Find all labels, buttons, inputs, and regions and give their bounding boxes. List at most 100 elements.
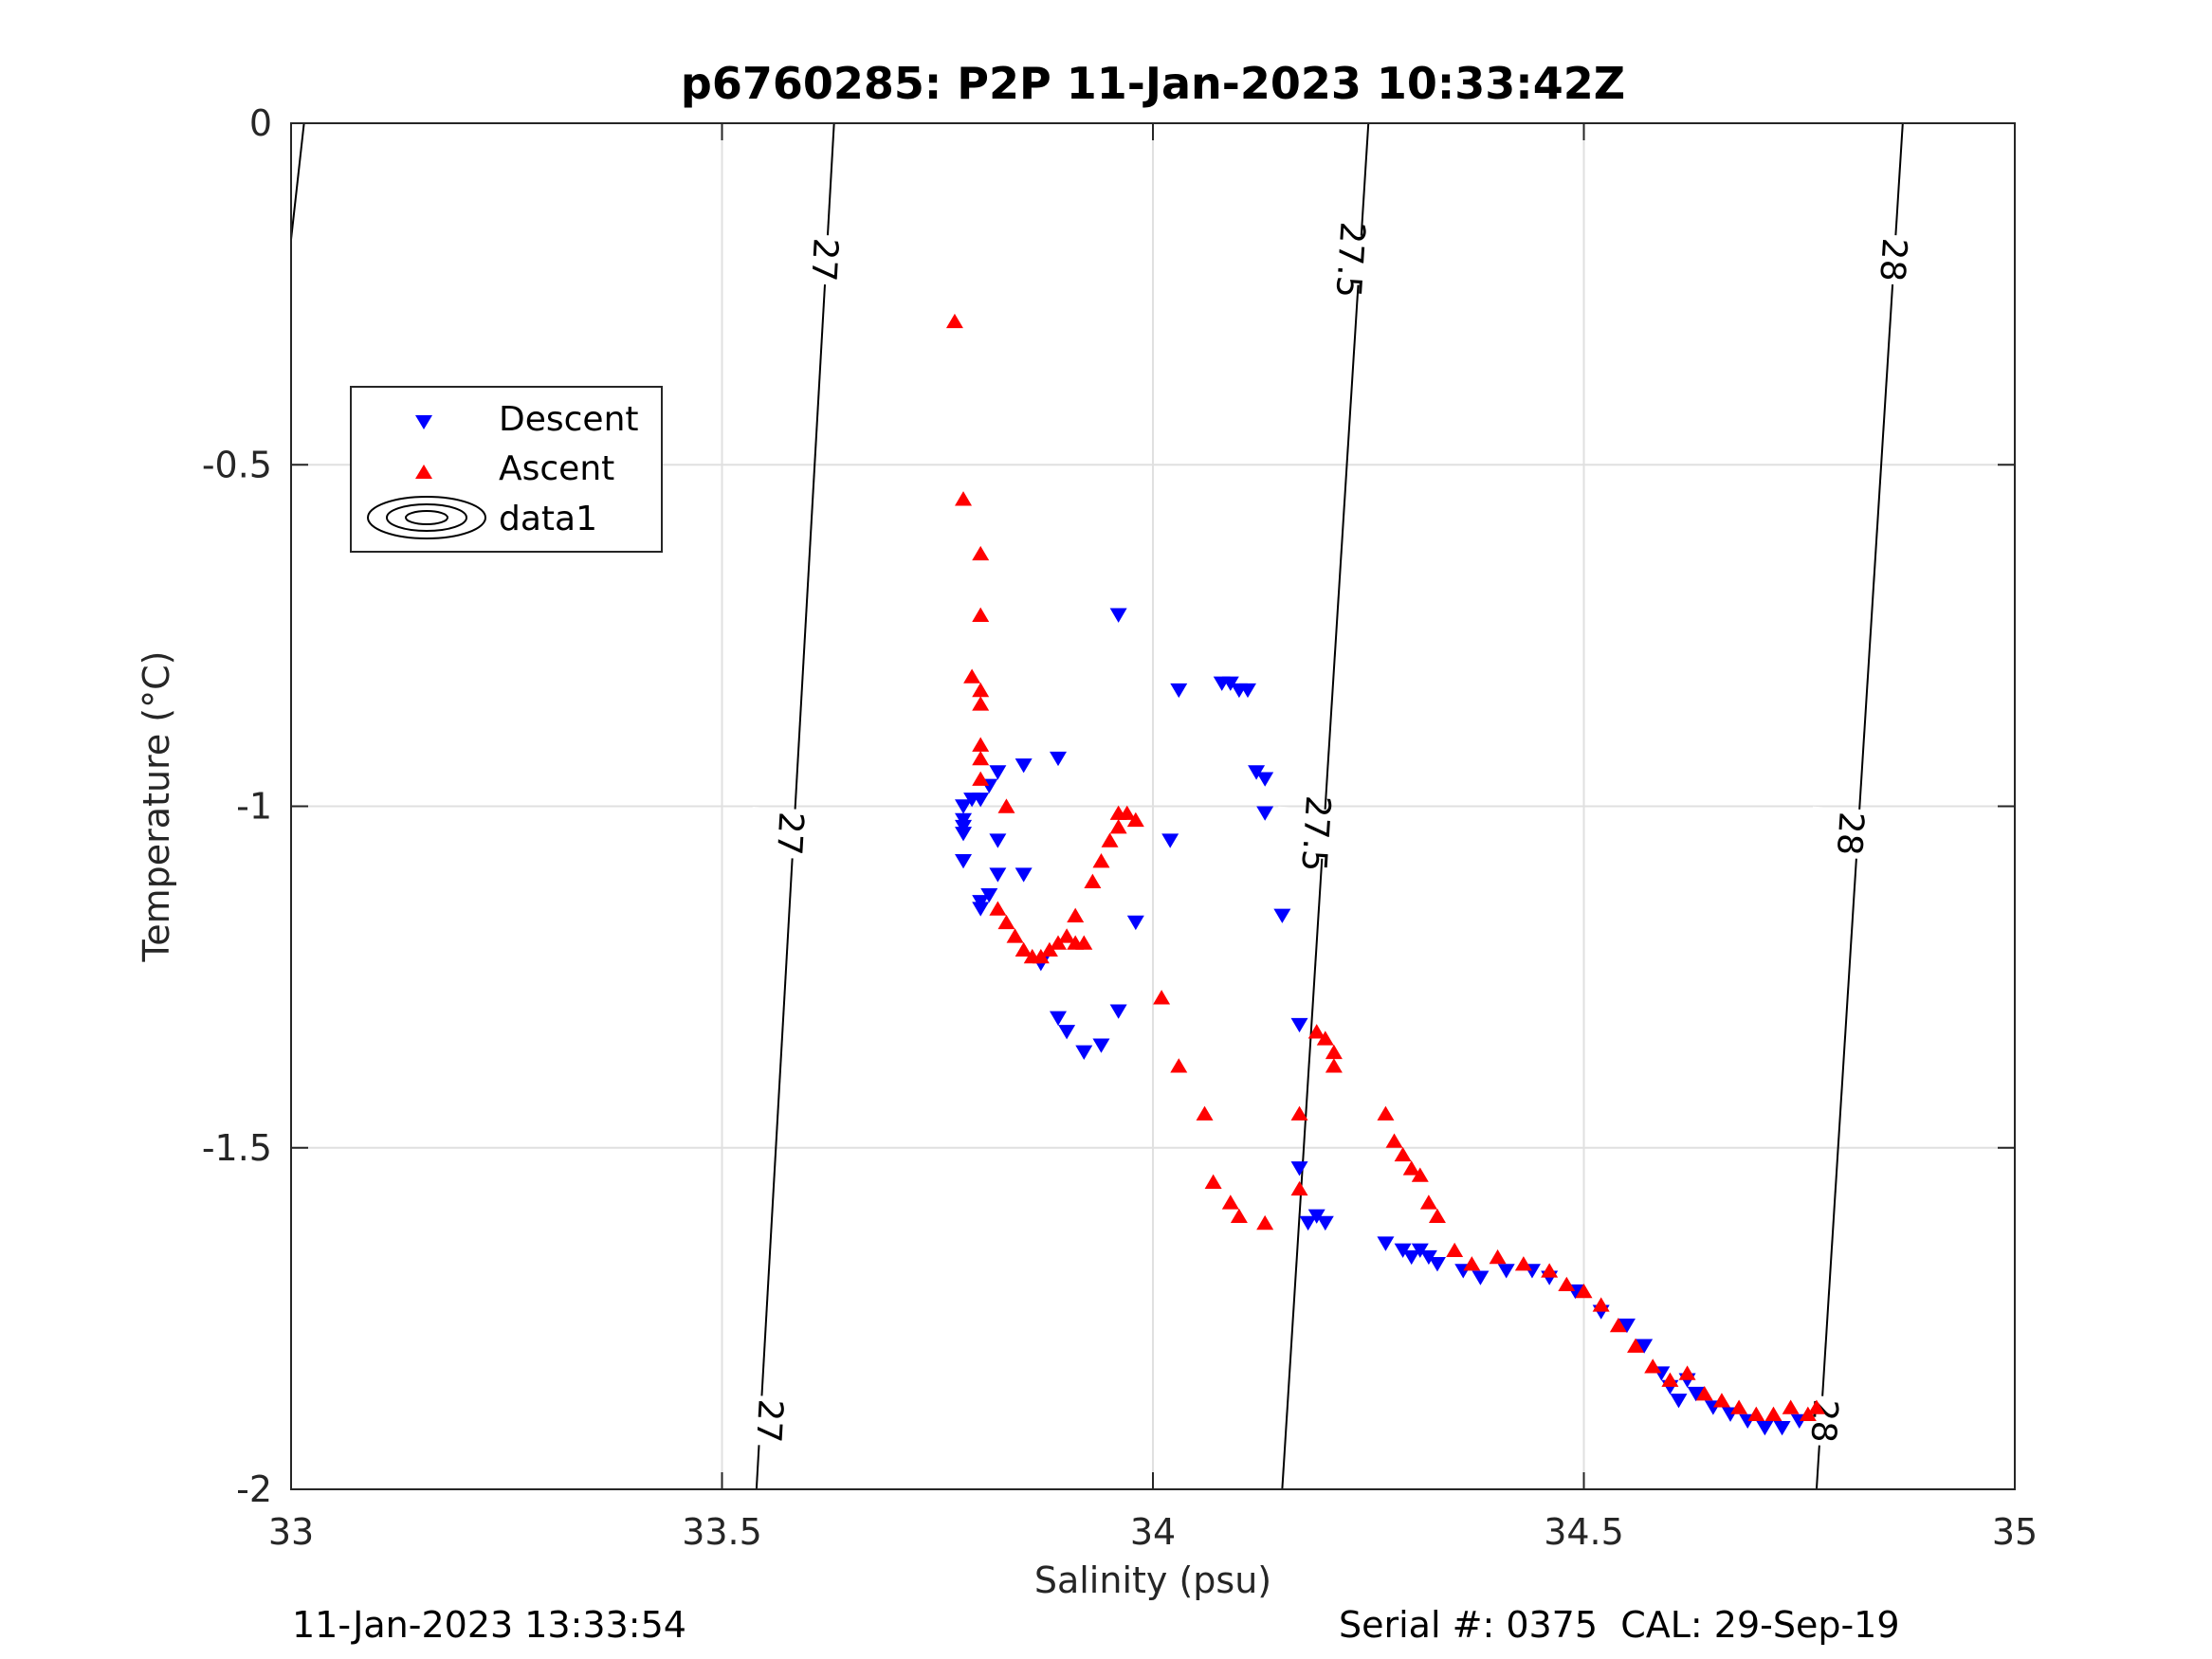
ascent-point (1712, 1393, 1730, 1408)
y-tick-label: -2 (236, 1468, 272, 1510)
descent-point (1273, 908, 1291, 923)
ascent-point (1377, 1105, 1395, 1121)
ascent-point (1419, 1194, 1437, 1210)
contour-line (1281, 122, 1370, 1490)
descent-point (1290, 1161, 1308, 1176)
ascent-point (1764, 1406, 1782, 1421)
contour-label-gap (1853, 232, 1936, 287)
ascent-point (1575, 1283, 1593, 1299)
ascent-point (972, 696, 990, 711)
legend-box (350, 386, 663, 553)
footer-timestamp: 11-Jan-2023 13:33:54 (292, 1604, 686, 1646)
ascent-point (1204, 1174, 1222, 1189)
ascent-point (1032, 948, 1050, 964)
ascent-point (1230, 1208, 1248, 1223)
ascent-point (1325, 1044, 1343, 1060)
contour-label-gap (1783, 1394, 1867, 1449)
footer-serial-cal: Serial #: 0375 CAL: 29-Sep-19 (1339, 1604, 1900, 1646)
descent-point (972, 902, 990, 917)
descent-point (1238, 683, 1256, 699)
descent-point (1256, 806, 1274, 821)
descent-point (1058, 1025, 1076, 1040)
contour-label: 28 (1829, 811, 1871, 856)
descent-point (1075, 1045, 1093, 1060)
descent-point (1161, 833, 1179, 848)
contour-label: 27 (803, 237, 845, 283)
ascent-point (972, 607, 990, 622)
ascent-point (1316, 1030, 1334, 1046)
y-tick-label: -1 (236, 786, 272, 828)
ascent-point (1153, 990, 1171, 1005)
ascent-point (1446, 1242, 1464, 1258)
ascent-point (955, 491, 973, 506)
descent-point (1248, 765, 1266, 780)
descent-point (955, 853, 973, 869)
descent-point (1092, 1038, 1110, 1053)
legend-ascent-marker (415, 465, 432, 479)
ascent-point (1084, 873, 1102, 888)
contour-label-gap (1275, 806, 1359, 861)
legend-descent-label: Descent (499, 400, 639, 439)
ascent-point (1592, 1297, 1610, 1312)
descent-point (1377, 1236, 1395, 1251)
x-tick-label: 33.5 (682, 1511, 762, 1553)
descent-point (1472, 1270, 1490, 1285)
ascent-point (1541, 1263, 1559, 1278)
ascent-point (1411, 1167, 1429, 1182)
ascent-point (1489, 1249, 1507, 1265)
ascent-point (1015, 941, 1033, 957)
contour-label: 27.5 (1328, 221, 1372, 300)
ascent-point (1307, 1024, 1325, 1039)
ascent-point (1092, 853, 1110, 868)
legend-contour-icon (367, 496, 486, 539)
chart-title: p6760285: P2P 11-Jan-2023 10:33:42Z (681, 58, 1625, 109)
contour-label: 28 (1872, 237, 1913, 283)
ascent-point (1394, 1146, 1412, 1162)
descent-point (1394, 1243, 1412, 1258)
descent-point (1015, 867, 1033, 883)
ascent-point (1101, 832, 1119, 848)
contour-label: 27 (748, 1398, 790, 1444)
ascent-point (1196, 1105, 1214, 1121)
legend-descent-marker (415, 415, 432, 429)
x-tick-label: 33 (268, 1511, 314, 1553)
ascent-point (1807, 1399, 1825, 1414)
contour-line (755, 122, 835, 1490)
ascent-point (1609, 1317, 1627, 1333)
y-axis-ticks: 0 -0.5 -1 -1.5 -2 (202, 102, 2015, 1510)
x-tick-label: 34 (1130, 1511, 1176, 1553)
x-axis-label: Salinity (psu) (1034, 1559, 1271, 1601)
ascent-point (1126, 811, 1144, 828)
y-tick-label: -1.5 (202, 1127, 272, 1169)
ascent-point (1040, 941, 1058, 957)
legend: Descent Ascent data1 (350, 386, 663, 553)
ascent-point (1463, 1256, 1481, 1271)
descent-point (989, 765, 1007, 780)
ascent-point (1747, 1406, 1765, 1421)
descent-point (1256, 772, 1274, 787)
ascent-point (1514, 1256, 1532, 1271)
y-tick-label: 0 (249, 102, 272, 144)
x-tick-label: 35 (1992, 1511, 2038, 1553)
ascent-point (1428, 1208, 1446, 1223)
ascent-point (1695, 1386, 1713, 1401)
ascent-point (1075, 935, 1093, 950)
ascent-point (989, 901, 1007, 916)
ascent-point (945, 313, 963, 329)
descent-point (1773, 1420, 1791, 1436)
descent-point (1687, 1386, 1705, 1402)
ascent-point (1782, 1399, 1800, 1414)
descent-point (955, 799, 973, 814)
ascent-point (972, 750, 990, 766)
descent-point (1636, 1339, 1654, 1354)
contour-line (1815, 122, 1904, 1490)
descent-point (1307, 1209, 1325, 1224)
contour-label-gap (728, 1394, 812, 1449)
descent-point (989, 867, 1007, 883)
ascent-point (1290, 1105, 1308, 1121)
ascent-point (1644, 1358, 1662, 1374)
ascent-point (1058, 928, 1076, 943)
contour-line (290, 122, 305, 240)
descent-point (963, 793, 981, 808)
